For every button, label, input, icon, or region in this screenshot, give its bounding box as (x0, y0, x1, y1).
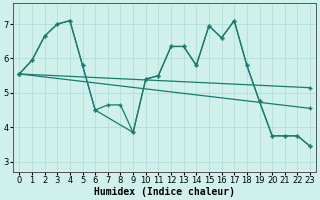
X-axis label: Humidex (Indice chaleur): Humidex (Indice chaleur) (94, 186, 235, 197)
